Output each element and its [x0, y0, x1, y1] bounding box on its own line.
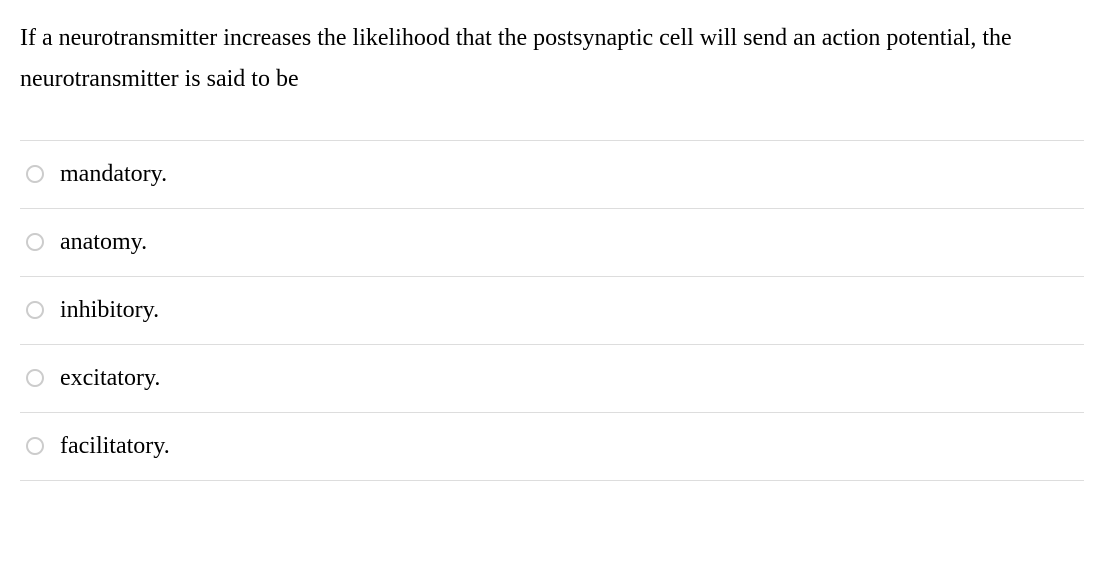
option-row[interactable]: anatomy.: [20, 208, 1084, 276]
option-label: excitatory.: [60, 365, 160, 392]
radio-icon[interactable]: [26, 233, 44, 251]
option-row[interactable]: mandatory.: [20, 140, 1084, 208]
option-row[interactable]: excitatory.: [20, 344, 1084, 412]
radio-icon[interactable]: [26, 437, 44, 455]
option-label: mandatory.: [60, 161, 167, 188]
radio-icon[interactable]: [26, 165, 44, 183]
question-text: If a neurotransmitter increases the like…: [20, 18, 1084, 100]
radio-icon[interactable]: [26, 301, 44, 319]
option-row[interactable]: facilitatory.: [20, 412, 1084, 481]
option-label: anatomy.: [60, 229, 147, 256]
options-list: mandatory. anatomy. inhibitory. excitato…: [20, 140, 1084, 481]
option-label: facilitatory.: [60, 433, 170, 460]
option-row[interactable]: inhibitory.: [20, 276, 1084, 344]
option-label: inhibitory.: [60, 297, 159, 324]
radio-icon[interactable]: [26, 369, 44, 387]
